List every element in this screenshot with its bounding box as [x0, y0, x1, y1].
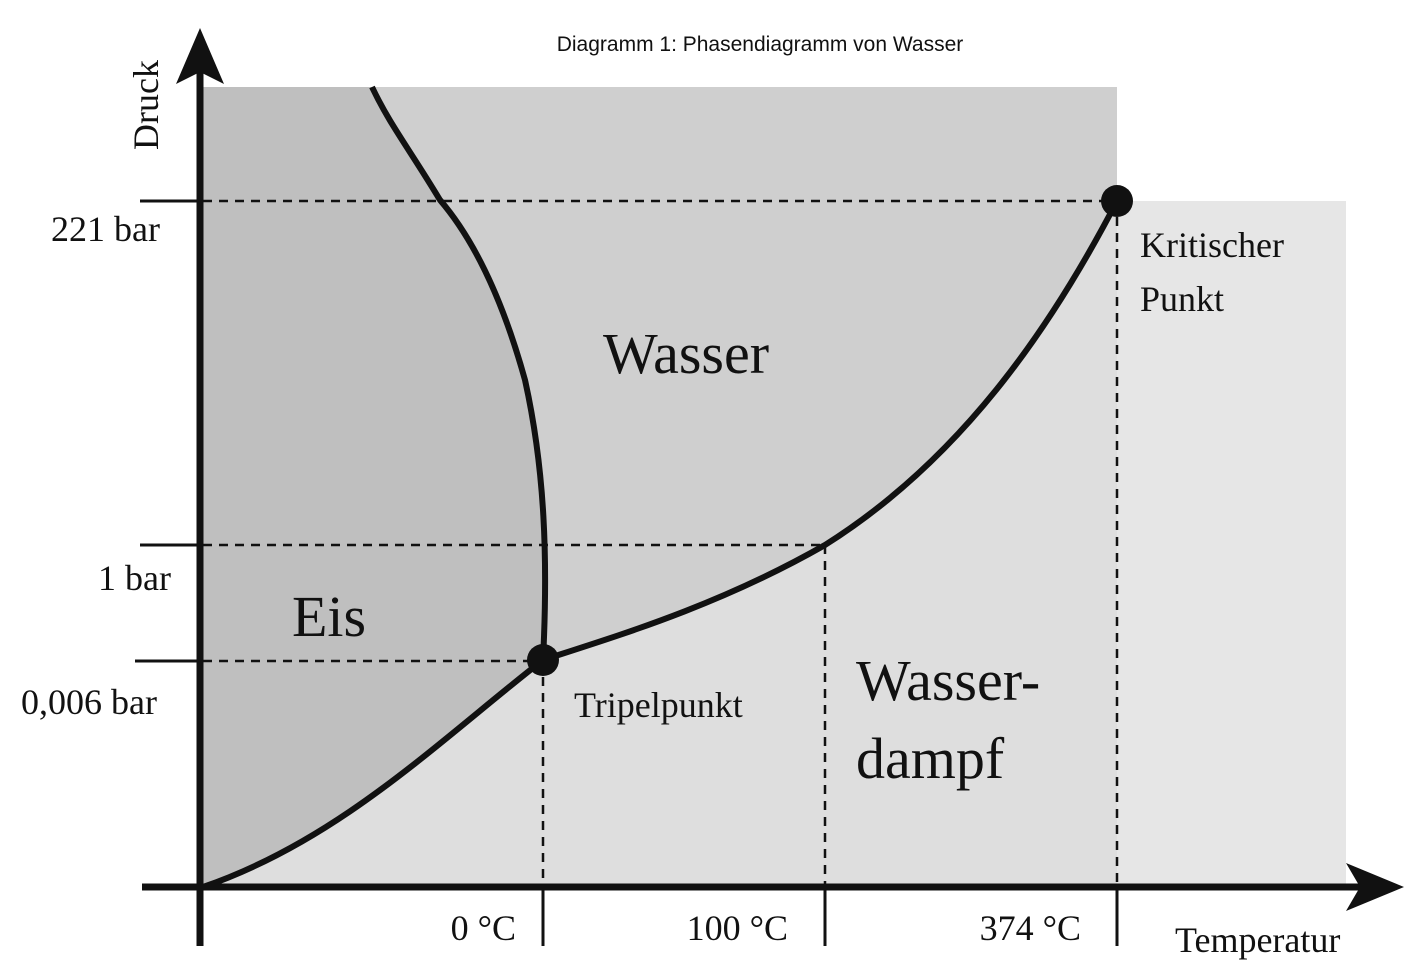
y-axis-label: Druck [126, 60, 166, 150]
temperature-tick-0: 0 °C [451, 908, 516, 948]
vapor-region [203, 201, 1117, 887]
x-axis-label: Temperatur [1175, 920, 1340, 960]
water-region [372, 87, 1117, 660]
temperature-tick-374: 374 °C [980, 908, 1081, 948]
region-label-vapor-1: Wasser- [856, 648, 1040, 713]
vaporization-curve [542, 199, 1120, 663]
critical-point-marker [1101, 185, 1133, 217]
supercritical-region [1117, 201, 1346, 887]
x-axis-arrow [1346, 863, 1404, 911]
temperature-tick-100: 100 °C [687, 908, 788, 948]
critical-point-label-1: Kritischer [1140, 225, 1284, 265]
triple-point-marker [527, 644, 559, 676]
dashed-guides [203, 199, 1119, 887]
pressure-tick-221: 221 bar [51, 209, 160, 249]
region-label-ice: Eis [292, 584, 366, 649]
sublimation-curve [202, 657, 545, 890]
y-axis-arrow [176, 28, 224, 84]
region-label-vapor-2: dampf [856, 726, 1005, 791]
pressure-tick-0006: 0,006 bar [21, 682, 157, 722]
ice-region [203, 87, 546, 887]
critical-point-label-2: Punkt [1140, 279, 1224, 319]
region-label-water: Wasser [603, 321, 769, 386]
melting-curve [369, 85, 549, 661]
tick-marks [135, 199, 1119, 946]
pressure-tick-1: 1 bar [98, 558, 171, 598]
triple-point-label: Tripelpunkt [574, 685, 743, 725]
diagram-title: Diagramm 1: Phasendiagramm von Wasser [556, 33, 964, 56]
